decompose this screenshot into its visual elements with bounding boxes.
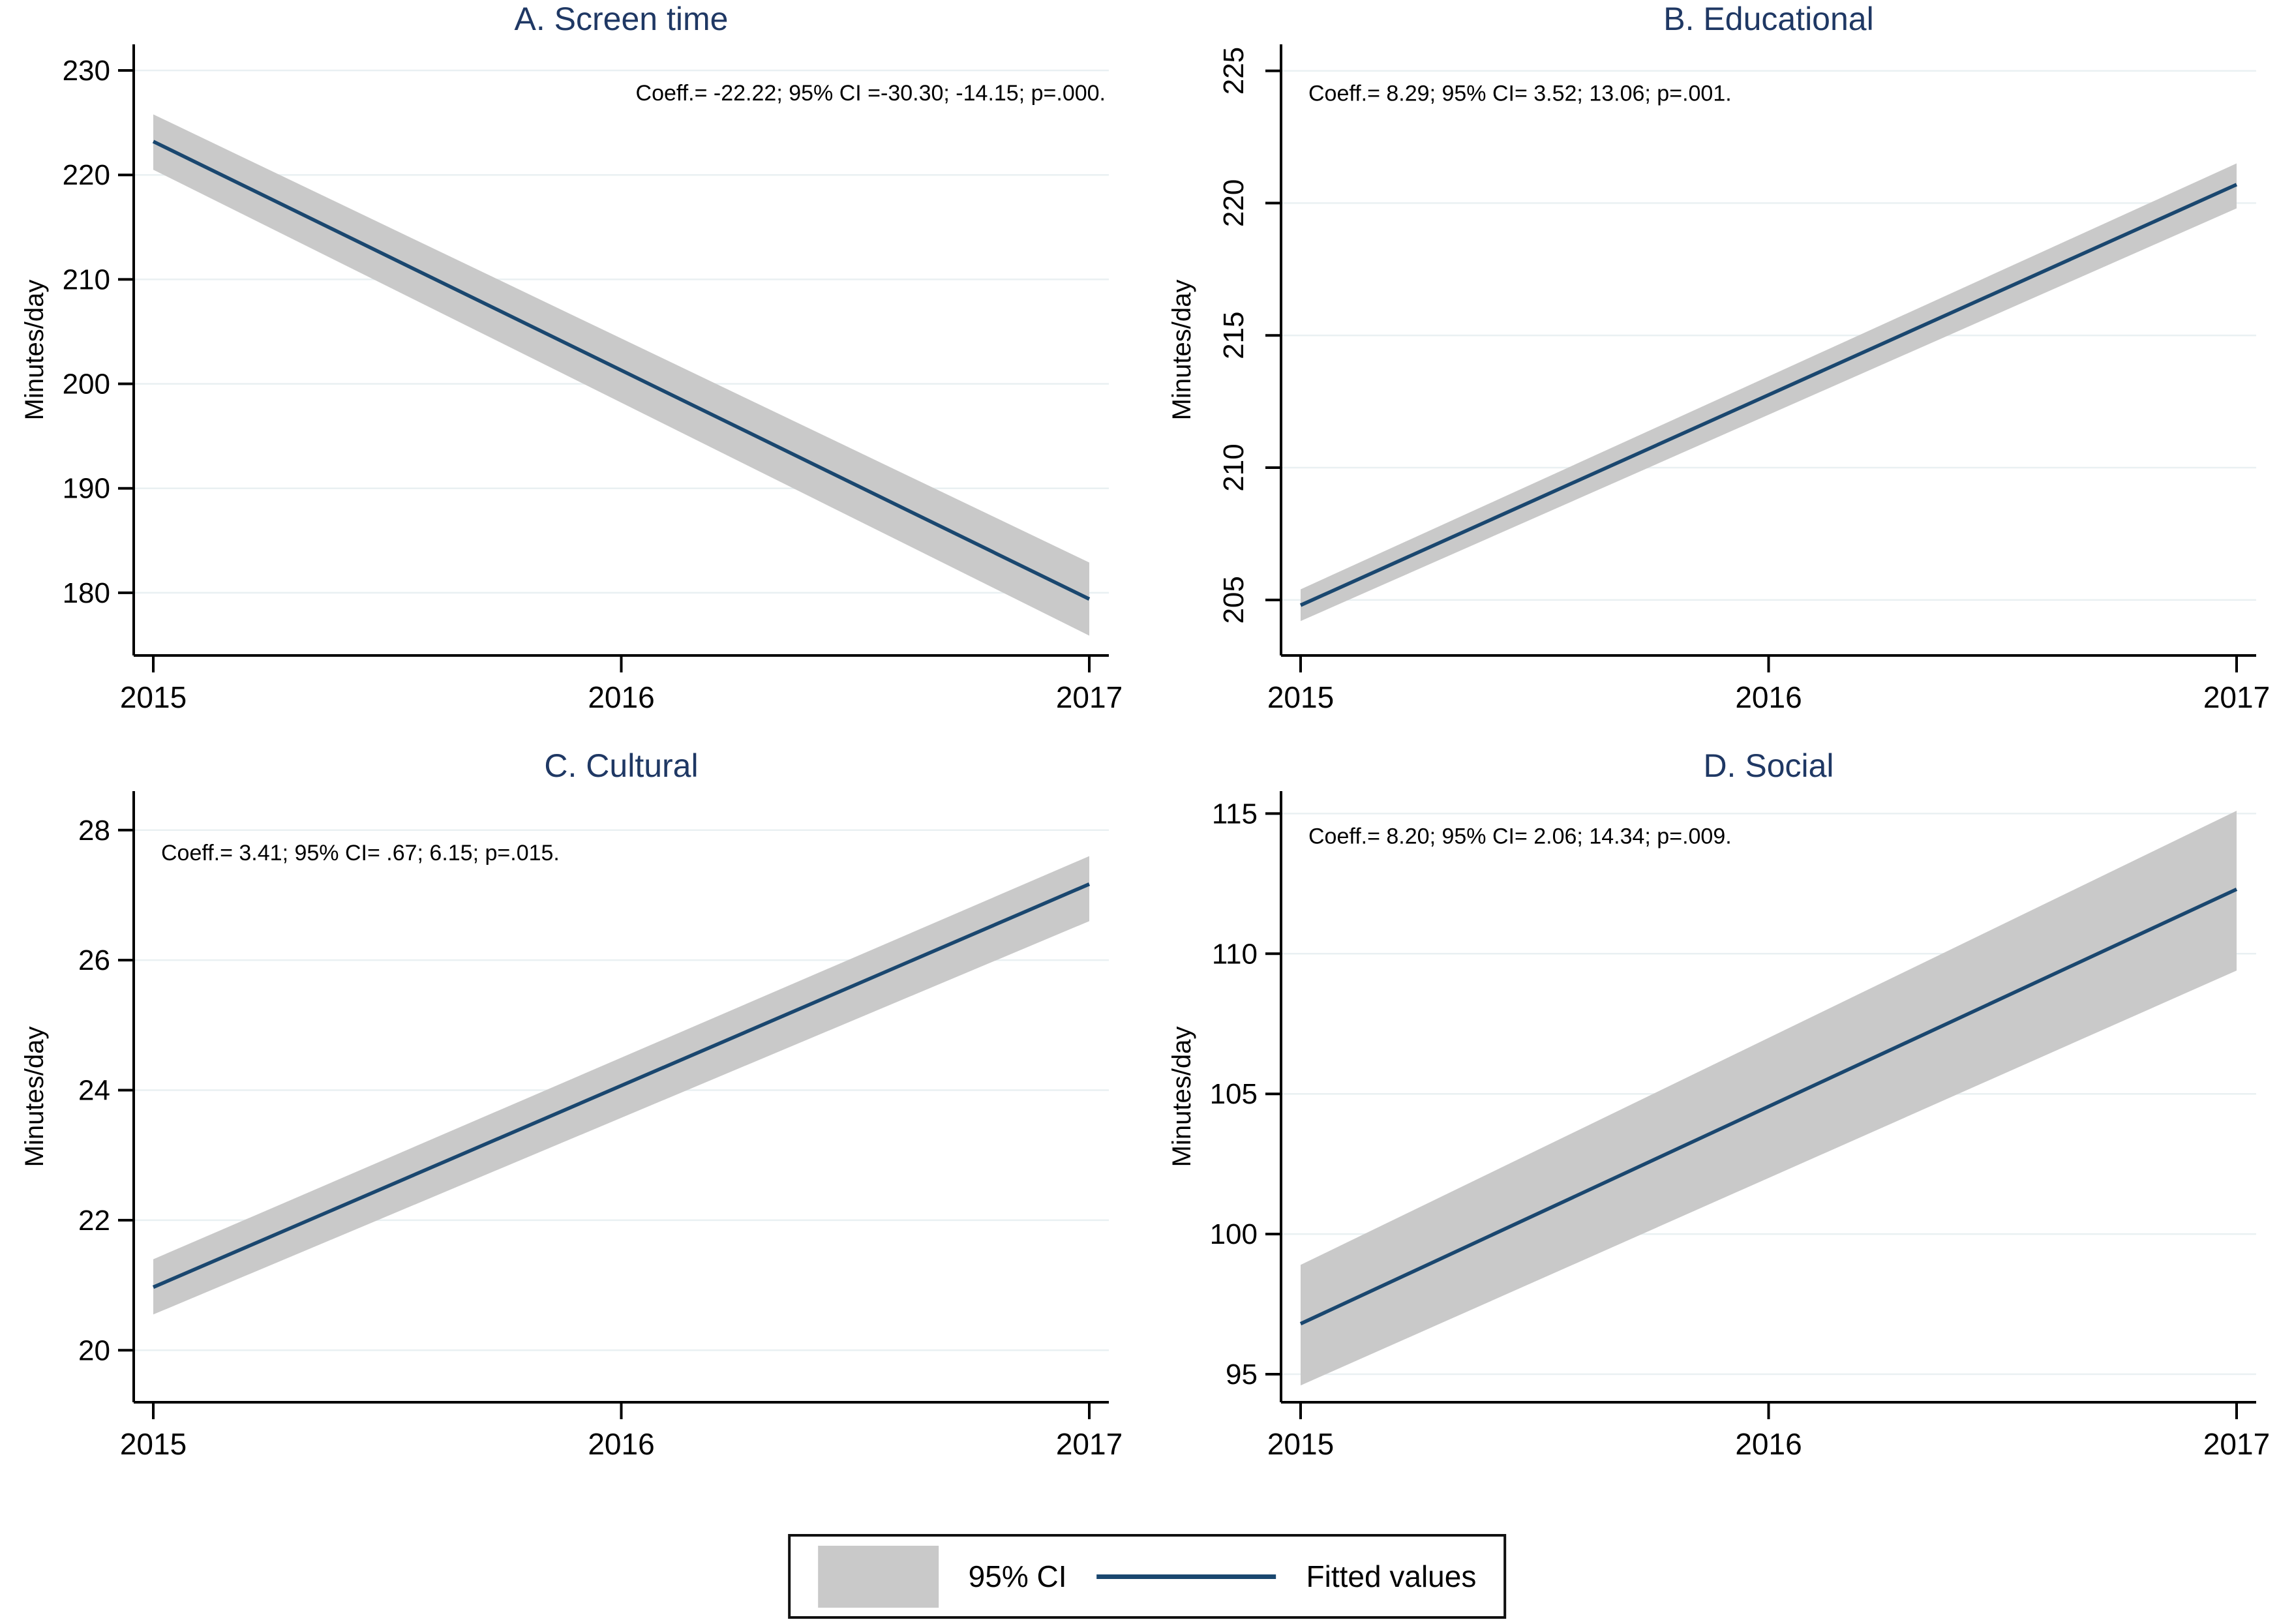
x-tick-label: 2017 — [1056, 680, 1123, 714]
y-tick-label: 230 — [63, 55, 110, 87]
x-tick-label: 2016 — [1735, 1427, 1802, 1461]
coef-annotation: Coeff.= 8.20; 95% CI= 2.06; 14.34; p=.00… — [1308, 824, 1732, 849]
educational-chart: 225 220 215 210 205 2015 2016 2017 Minutes/day B.… — [1168, 1, 2270, 714]
panel-title: B. Educational — [1663, 1, 1873, 37]
y-tick-label: 22 — [78, 1205, 110, 1237]
y-tick-label: 24 — [78, 1075, 110, 1107]
social-chart: 115 110 105 100 95 2015 2016 2017 Minutes/day D. … — [1168, 747, 2270, 1461]
panel-screen-time: 230 220 210 200 190 180 2015 2016 2017 Minutes/da… — [0, 0, 1147, 744]
ci-band — [1301, 811, 2237, 1386]
ci-band — [1301, 163, 2237, 622]
panel-social: 115 110 105 100 95 2015 2016 2017 Minutes/day D. … — [1147, 747, 2294, 1490]
fitted-line — [1299, 887, 2238, 1326]
fitted-line-sample — [1096, 1574, 1276, 1579]
y-tick-label: 215 — [1218, 311, 1250, 359]
y-tick-label: 105 — [1210, 1078, 1258, 1110]
y-axis-title: Minutes/day — [1168, 280, 1196, 421]
y-tick-label: 95 — [1226, 1359, 1258, 1391]
screen-time-chart: 230 220 210 200 190 180 2015 2016 2017 Minutes/da… — [20, 1, 1123, 714]
x-tick-label: 2016 — [588, 680, 654, 714]
y-tick-label: 20 — [78, 1334, 110, 1366]
x-tick-label: 2016 — [588, 1427, 654, 1461]
x-tick-label: 2016 — [1735, 680, 1802, 714]
x-tick-label: 2015 — [1267, 1427, 1334, 1461]
y-tick-label: 26 — [78, 944, 110, 976]
y-tick-label: 190 — [63, 473, 110, 505]
y-tick-label: 200 — [63, 368, 110, 400]
panel-title: D. Social — [1703, 747, 1834, 784]
coef-annotation: Coeff.= 8.29; 95% CI= 3.52; 13.06; p=.00… — [1308, 82, 1732, 106]
y-tick-label: 115 — [1212, 798, 1258, 830]
y-tick-label: 110 — [1212, 938, 1258, 970]
fitted-line — [152, 882, 1091, 1289]
x-tick-label: 2015 — [120, 680, 187, 714]
y-axis-title: Minutes/day — [1168, 1027, 1196, 1167]
coef-annotation: Coeff.= 3.41; 95% CI= .67; 6.15; p=.015. — [161, 841, 560, 865]
y-tick-label: 210 — [63, 263, 110, 295]
y-tick-label: 225 — [1218, 47, 1250, 95]
fitted-line — [152, 140, 1091, 601]
y-tick-label: 28 — [78, 815, 110, 847]
y-tick-label: 220 — [63, 159, 110, 191]
x-tick-label: 2015 — [120, 1427, 187, 1461]
coef-annotation: Coeff.= -22.22; 95% CI =-30.30; -14.15; … — [636, 81, 1106, 106]
y-tick-label: 100 — [1210, 1218, 1258, 1250]
panel-title: A. Screen time — [515, 1, 729, 37]
panel-educational: 225 220 215 210 205 2015 2016 2017 Minutes/day B.… — [1147, 0, 2294, 744]
y-tick-label: 205 — [1218, 576, 1250, 624]
ci-band-swatch — [817, 1545, 939, 1608]
x-tick-label: 2017 — [2203, 680, 2270, 714]
y-axis-title: Minutes/day — [20, 1027, 49, 1167]
fitted-line — [1299, 183, 2238, 607]
fitted-legend-label: Fitted values — [1306, 1559, 1477, 1593]
x-tick-label: 2015 — [1267, 680, 1334, 714]
panel-title: C. Cultural — [544, 747, 698, 784]
y-tick-label: 180 — [63, 577, 110, 609]
cultural-chart: 28 26 24 22 20 2015 2016 2017 Minutes/day C. Cult… — [20, 747, 1123, 1461]
y-tick-label: 210 — [1218, 444, 1250, 491]
y-tick-label: 220 — [1218, 179, 1250, 227]
ci-legend-label: 95% CI — [968, 1559, 1067, 1593]
x-tick-label: 2017 — [1056, 1427, 1123, 1461]
x-tick-label: 2017 — [2203, 1427, 2270, 1461]
y-axis-title: Minutes/day — [20, 280, 49, 421]
legend: 95% CI Fitted values — [787, 1534, 1507, 1619]
ci-band — [153, 114, 1089, 636]
panel-cultural: 28 26 24 22 20 2015 2016 2017 Minutes/day C. Cult… — [0, 747, 1147, 1490]
